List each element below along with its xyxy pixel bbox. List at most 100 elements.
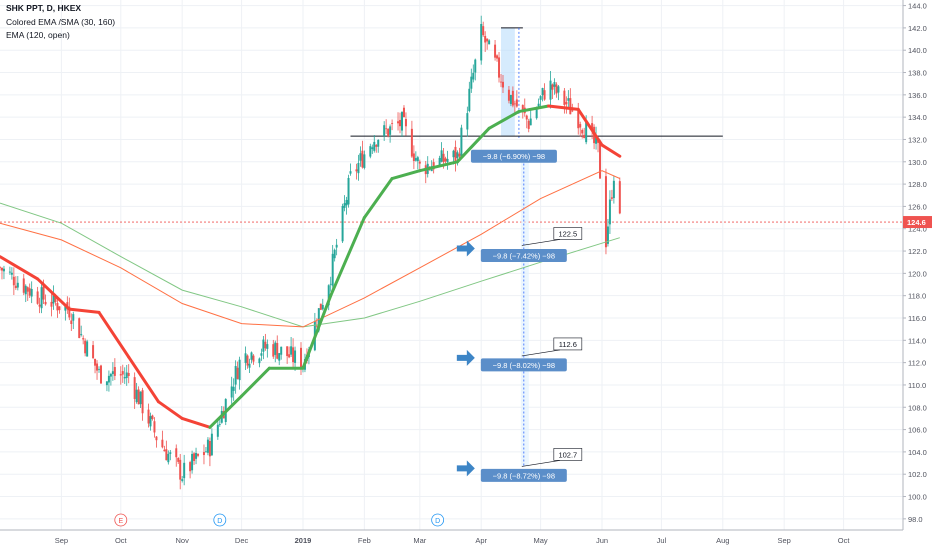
candle [135,382,138,404]
candle-body [375,144,378,147]
candle-body [80,334,83,336]
candle [204,446,207,453]
candle [121,364,124,383]
candle [105,381,108,392]
candle [494,39,497,61]
candle-body [183,462,186,479]
candle-body [618,181,621,214]
candle [16,276,19,291]
time-tick-label: Sep [778,536,791,545]
candle [440,142,443,163]
candle-body [389,126,392,135]
candle-body [52,292,55,304]
candle [252,354,255,365]
candle-body [400,112,403,131]
candle [500,73,503,88]
candle [78,317,81,339]
candle-body [456,152,459,158]
candle [26,286,29,301]
candle [276,335,279,360]
candle-body [133,377,136,399]
candle [183,454,186,486]
candle [127,364,130,384]
candle [119,366,122,385]
candle-body [527,120,530,129]
candle-body [28,288,31,296]
candle-body [119,374,122,376]
callout-text: 122.5 [558,229,577,238]
time-tick-label: Aug [716,536,729,545]
candle [230,376,233,407]
price-tick-label: 114.0 [908,336,926,345]
ema-30-segment [418,160,459,173]
candle [529,108,532,126]
candle [300,342,302,375]
candle [581,128,584,139]
candle-body [24,285,27,295]
candle [404,112,407,136]
candle-body [579,124,582,128]
price-tick-label: 142.0 [908,24,927,33]
candle [109,372,112,386]
candle [331,244,334,293]
candle-body [169,452,172,454]
candle [608,190,611,234]
candle-body [290,346,293,355]
callout-pointer [521,349,560,357]
candle [36,286,39,305]
candle-body [529,118,532,126]
candle-body [537,103,540,108]
candle-body [470,76,473,89]
candle [377,139,380,153]
blue-arrow-icon [456,460,475,477]
candle-body [167,453,170,463]
candle-body [8,271,11,273]
candle-body [438,157,441,167]
candle [371,144,374,155]
candle [280,346,283,360]
candle-body [383,125,386,136]
candle [0,267,3,280]
candle-body [38,304,41,307]
candle [486,38,489,50]
candle-body [349,171,352,174]
candle [606,219,609,247]
candle-body [571,110,574,112]
candle [349,163,352,176]
candle [179,453,182,490]
price-tick-label: 128.0 [908,180,927,189]
candle [399,112,402,134]
candle-body [501,81,504,88]
candle [599,139,602,179]
candle [551,83,554,99]
candle-body [446,158,449,163]
blue-arrow-shape [456,240,475,257]
ema-30-segment [127,355,160,404]
candle-body [163,449,166,452]
candle [10,267,13,280]
candle-body [135,389,138,403]
ema-30-segment [547,104,580,111]
candle [8,266,11,275]
price-tick-label: 144.0 [908,2,927,11]
time-tick-label: Nov [176,536,190,545]
candle [260,348,263,361]
candle [466,106,469,137]
time-tick-label: Jul [657,536,667,545]
candle-body [585,121,588,143]
candle [357,154,360,181]
candle-body [466,113,469,130]
candle-body [347,177,350,205]
candle-body [486,38,489,42]
candle-body [165,449,168,461]
candle [383,121,386,141]
measurement-label: −9.8 (−7.42%) −98 [480,249,567,263]
candle-body [329,283,332,285]
candle-body [498,57,501,78]
price-tick-label: 108.0 [908,403,927,412]
candle-body [432,162,435,170]
candle-body [288,354,291,358]
candle-body [193,453,196,461]
